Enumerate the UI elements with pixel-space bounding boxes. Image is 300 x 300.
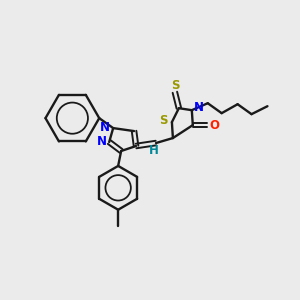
Text: N: N: [97, 134, 107, 148]
Text: N: N: [194, 101, 204, 114]
Text: S: S: [171, 79, 179, 92]
Text: H: H: [149, 145, 159, 158]
Text: S: S: [159, 114, 167, 127]
Text: N: N: [100, 121, 110, 134]
Text: O: O: [210, 118, 220, 132]
